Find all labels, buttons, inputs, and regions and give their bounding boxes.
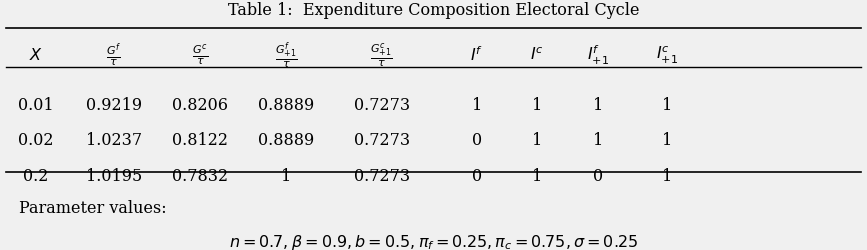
Text: 0.8889: 0.8889 [258,96,315,114]
Text: 0: 0 [472,167,482,184]
Text: 0.7273: 0.7273 [354,167,410,184]
Text: 1: 1 [592,131,603,148]
Text: 0.7273: 0.7273 [354,96,410,114]
Text: $\frac{G^c}{\tau}$: $\frac{G^c}{\tau}$ [192,42,208,68]
Text: 0.8206: 0.8206 [173,96,228,114]
Text: $I^c$: $I^c$ [531,47,544,64]
Text: 0.8122: 0.8122 [173,131,228,148]
Text: 0: 0 [472,131,482,148]
Text: 0.2: 0.2 [23,167,49,184]
Text: 1: 1 [532,96,543,114]
Text: 1: 1 [662,131,672,148]
Text: 1.0195: 1.0195 [86,167,142,184]
Text: Table 1:  Expenditure Composition Electoral Cycle: Table 1: Expenditure Composition Elector… [228,2,639,19]
Text: 1: 1 [282,167,291,184]
Text: $I^c_{+1}$: $I^c_{+1}$ [655,45,678,66]
Text: $n = 0.7, \beta = 0.9, b = 0.5, \pi_f = 0.25, \pi_c = 0.75, \sigma = 0.25$: $n = 0.7, \beta = 0.9, b = 0.5, \pi_f = … [229,232,638,250]
Text: $I^f_{+1}$: $I^f_{+1}$ [587,44,609,67]
Text: 1.0237: 1.0237 [86,131,142,148]
Text: 0: 0 [593,167,603,184]
Text: 0.7832: 0.7832 [172,167,228,184]
Text: 0.9219: 0.9219 [86,96,142,114]
Text: $\frac{G^f_{+1}}{\tau}$: $\frac{G^f_{+1}}{\tau}$ [276,40,298,70]
Text: 0.7273: 0.7273 [354,131,410,148]
Text: $X$: $X$ [29,47,43,64]
Text: 0.01: 0.01 [18,96,54,114]
Text: 1: 1 [532,167,543,184]
Text: 1: 1 [662,167,672,184]
Text: $\frac{G^c_{+1}}{\tau}$: $\frac{G^c_{+1}}{\tau}$ [370,41,393,69]
Text: 0.02: 0.02 [18,131,54,148]
Text: 1: 1 [592,96,603,114]
Text: $\frac{G^f}{\tau}$: $\frac{G^f}{\tau}$ [106,41,121,69]
Text: Parameter values:: Parameter values: [19,200,166,216]
Text: $I^f$: $I^f$ [470,46,483,64]
Text: 1: 1 [662,96,672,114]
Text: 1: 1 [472,96,482,114]
Text: 1: 1 [532,131,543,148]
Text: 0.8889: 0.8889 [258,131,315,148]
